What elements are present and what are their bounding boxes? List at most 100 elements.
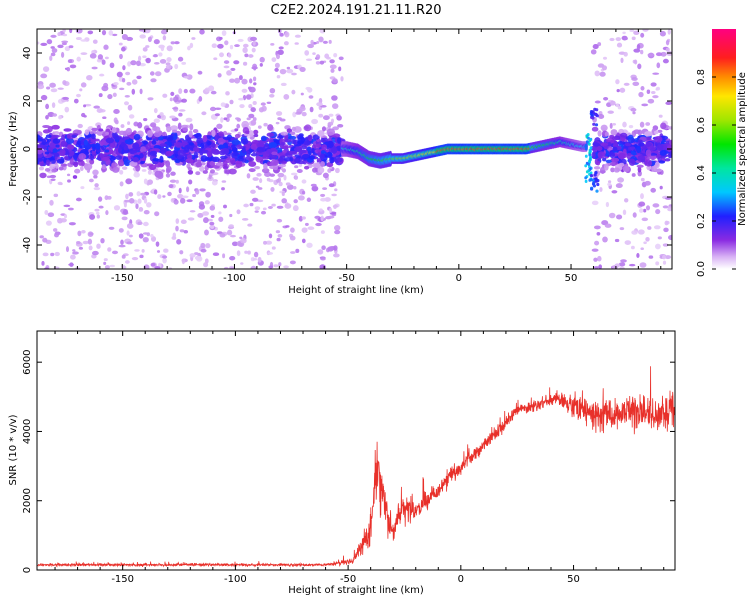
noise-point — [241, 78, 248, 85]
noise-point — [218, 211, 222, 215]
jump-point — [590, 186, 594, 190]
noise-point — [145, 57, 151, 64]
band-point — [660, 122, 667, 130]
noise-point — [227, 53, 232, 58]
noise-point — [124, 94, 130, 98]
noise-point — [251, 197, 259, 202]
noise-point — [187, 217, 195, 221]
noise-point — [320, 215, 324, 222]
noise-point — [665, 197, 672, 200]
band-point — [331, 146, 338, 154]
band-point — [118, 130, 126, 136]
noise-point — [664, 220, 669, 226]
y-tick-label: 0 — [22, 567, 33, 573]
noise-point — [157, 194, 162, 200]
noise-point — [236, 209, 241, 215]
noise-point — [246, 117, 251, 121]
noise-point — [40, 94, 48, 101]
noise-point — [50, 252, 55, 257]
noise-point — [103, 44, 109, 50]
noise-point — [104, 265, 110, 269]
noise-point — [280, 82, 287, 87]
noise-point — [64, 106, 70, 113]
noise-point — [301, 111, 307, 117]
noise-point — [150, 262, 156, 267]
noise-point — [655, 86, 661, 91]
noise-point — [278, 46, 284, 50]
noise-point — [37, 41, 40, 45]
noise-point — [158, 52, 163, 57]
noise-point — [652, 95, 659, 99]
noise-point — [665, 101, 672, 106]
band-point — [269, 141, 277, 149]
noise-point — [128, 192, 134, 197]
noise-point — [611, 122, 617, 126]
noise-point — [248, 54, 254, 58]
noise-point — [178, 187, 182, 194]
noise-point — [61, 42, 67, 46]
noise-point — [96, 59, 102, 63]
band-point — [620, 132, 628, 138]
noise-point — [598, 114, 605, 119]
band-point — [132, 142, 140, 150]
band-point — [41, 138, 47, 146]
band-point — [291, 139, 297, 145]
band-point — [281, 149, 287, 154]
noise-point — [289, 235, 296, 241]
band-point — [205, 135, 212, 140]
noise-point — [103, 258, 108, 262]
noise-point — [301, 238, 306, 244]
noise-point — [130, 61, 137, 65]
noise-point — [57, 44, 64, 49]
band-point — [624, 143, 631, 147]
noise-point — [268, 233, 273, 239]
noise-point — [68, 222, 76, 226]
noise-point — [318, 36, 324, 43]
band-point — [599, 170, 606, 174]
noise-point — [235, 117, 240, 120]
band-point — [94, 138, 100, 142]
band-point — [72, 175, 78, 179]
noise-point — [58, 115, 62, 120]
noise-point — [663, 227, 669, 233]
noise-point — [301, 190, 306, 195]
noise-point — [278, 181, 283, 187]
noise-point — [142, 47, 148, 52]
noise-point — [310, 39, 314, 45]
noise-point — [124, 199, 131, 203]
band-point — [320, 137, 325, 143]
noise-point — [76, 93, 81, 98]
noise-point — [291, 72, 297, 76]
noise-point — [651, 90, 656, 95]
band-point — [170, 125, 179, 131]
noise-point — [40, 42, 48, 47]
noise-point — [640, 86, 645, 91]
y-tick-label: 40 — [22, 47, 33, 60]
noise-point — [238, 97, 245, 101]
noise-point — [68, 263, 75, 266]
x-tick-label: -100 — [224, 574, 247, 585]
noise-point — [98, 93, 103, 98]
noise-point — [137, 198, 142, 204]
noise-point — [208, 85, 215, 92]
noise-point — [654, 243, 661, 250]
noise-point — [101, 85, 109, 92]
band-point — [111, 162, 118, 168]
noise-point — [295, 111, 302, 115]
band-point — [84, 129, 90, 136]
noise-point — [237, 38, 244, 42]
band-point — [291, 126, 297, 132]
band-point — [653, 168, 663, 173]
jump-point — [584, 145, 588, 149]
noise-point — [67, 59, 73, 63]
band-point — [288, 135, 297, 140]
band-point — [321, 144, 328, 151]
jump-point — [594, 171, 598, 175]
noise-point — [77, 123, 83, 129]
band-point — [80, 160, 85, 167]
band-point — [200, 155, 208, 162]
noise-point — [658, 114, 663, 118]
band-point — [240, 138, 249, 145]
noise-point — [250, 107, 256, 113]
noise-point — [185, 117, 193, 123]
